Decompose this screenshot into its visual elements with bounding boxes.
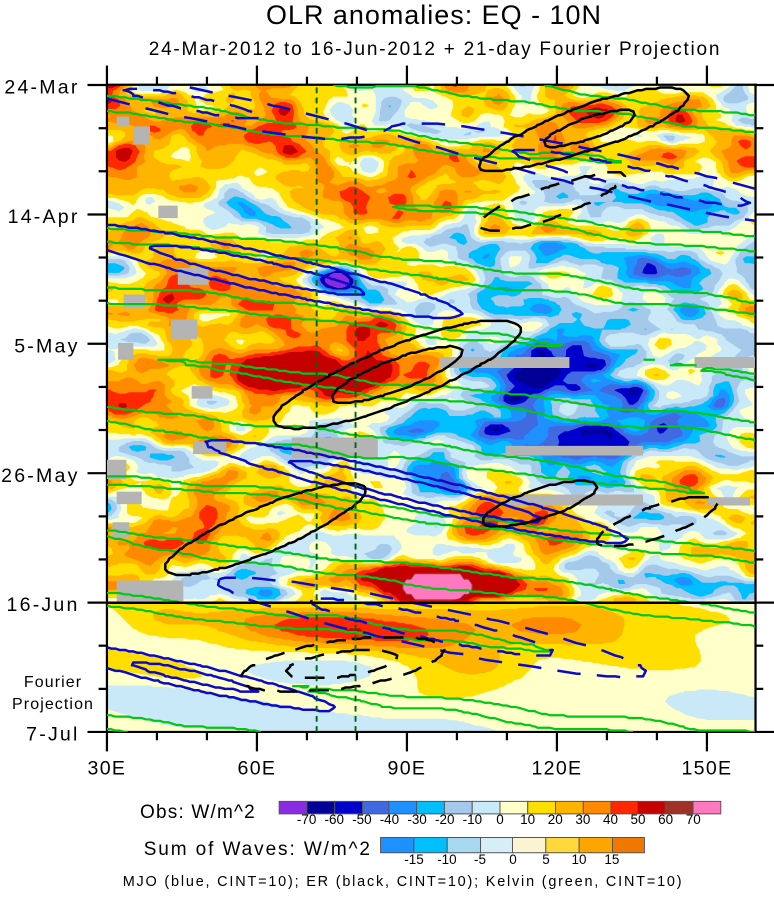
svg-text:-10: -10 (437, 852, 456, 867)
svg-text:Projection: Projection (12, 696, 94, 713)
svg-text:-15: -15 (404, 852, 423, 867)
svg-text:5-May: 5-May (14, 335, 79, 357)
svg-text:7-Jul: 7-Jul (26, 724, 79, 746)
svg-text:14-Apr: 14-Apr (8, 206, 80, 228)
svg-text:-70: -70 (297, 812, 316, 827)
svg-text:90E: 90E (388, 758, 427, 780)
svg-text:OLR anomalies: EQ - 10N: OLR anomalies: EQ - 10N (266, 0, 602, 30)
svg-text:MJO (blue, CINT=10); ER (black: MJO (blue, CINT=10); ER (black, CINT=10)… (123, 874, 684, 890)
svg-text:30: 30 (575, 812, 590, 827)
svg-text:15: 15 (604, 852, 619, 867)
svg-text:10: 10 (520, 812, 535, 827)
svg-text:Fourier: Fourier (24, 674, 82, 691)
svg-text:-60: -60 (325, 812, 344, 827)
svg-text:16-Jun: 16-Jun (7, 594, 80, 616)
svg-text:30E: 30E (88, 758, 127, 780)
svg-text:60E: 60E (238, 758, 277, 780)
svg-text:40: 40 (603, 812, 618, 827)
svg-text:Obs: W/m^2: Obs: W/m^2 (140, 802, 256, 823)
svg-text:5: 5 (542, 852, 550, 867)
svg-text:150E: 150E (681, 758, 732, 780)
svg-text:60: 60 (658, 812, 673, 827)
svg-text:-30: -30 (407, 812, 426, 827)
svg-text:-50: -50 (352, 812, 371, 827)
svg-text:70: 70 (686, 812, 701, 827)
svg-text:20: 20 (548, 812, 563, 827)
svg-text:-5: -5 (474, 852, 486, 867)
svg-text:-10: -10 (463, 812, 482, 827)
svg-text:24-Mar-2012 to 16-Jun-2012 + 2: 24-Mar-2012 to 16-Jun-2012 + 21-day Four… (149, 39, 721, 60)
svg-text:0: 0 (496, 812, 504, 827)
svg-text:-40: -40 (380, 812, 399, 827)
svg-text:Sum of Waves: W/m^2: Sum of Waves: W/m^2 (144, 839, 372, 860)
svg-text:120E: 120E (531, 758, 582, 780)
svg-text:0: 0 (509, 852, 517, 867)
svg-text:24-Mar: 24-Mar (4, 77, 79, 99)
svg-text:10: 10 (572, 852, 587, 867)
svg-text:50: 50 (631, 812, 646, 827)
svg-text:-20: -20 (435, 812, 454, 827)
svg-text:26-May: 26-May (1, 465, 79, 487)
